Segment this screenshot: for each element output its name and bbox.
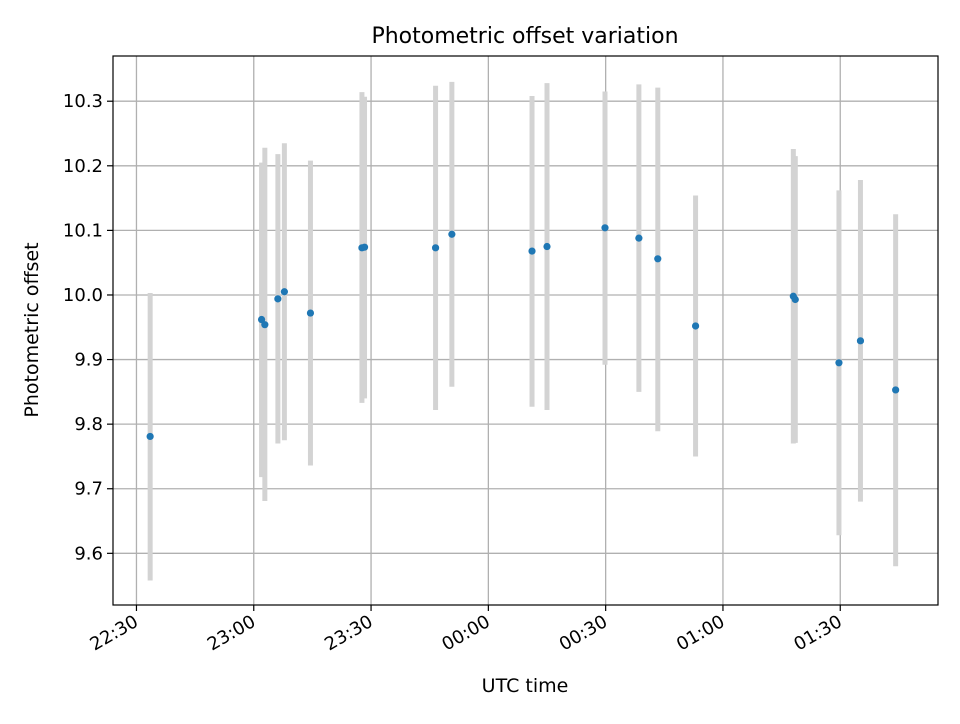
x-tick-label: 00:30: [556, 611, 611, 655]
data-point: [528, 247, 536, 255]
data-point: [654, 255, 662, 263]
chart-title: Photometric offset variation: [371, 24, 678, 49]
x-axis-ticks: 22:30 23:00 23:30 00:00 00:30 01:00 01:30: [87, 605, 846, 655]
y-tick-label: 10.2: [63, 156, 103, 177]
plot-frame: [112, 55, 939, 606]
y-tick-label: 10.0: [63, 285, 103, 306]
data-point: [691, 322, 700, 330]
grid: [113, 56, 938, 605]
data-point: [306, 309, 315, 317]
x-axis-label: UTC time: [482, 675, 569, 697]
y-tick-label: 9.6: [74, 543, 103, 564]
error-bars: [147, 81, 899, 581]
data-point: [892, 386, 900, 394]
x-tick-label: 23:00: [204, 611, 259, 655]
y-tick-label: 9.9: [74, 350, 103, 371]
data-point: [274, 295, 282, 303]
data-point: [835, 359, 843, 367]
y-axis-label: Photometric offset: [21, 242, 43, 417]
data-points: [146, 224, 900, 441]
x-tick-label: 00:00: [438, 611, 493, 655]
y-tick-label: 9.8: [74, 414, 103, 435]
data-point: [431, 244, 440, 252]
data-point: [856, 337, 865, 345]
y-tick-label: 10.1: [63, 220, 103, 241]
y-axis-ticks: 9.6 9.7 9.8 9.9 10.0 10.1 10.2 10.3: [63, 91, 113, 564]
data-point: [257, 315, 266, 324]
x-tick-label: 01:30: [790, 611, 845, 655]
y-tick-label: 9.7: [74, 479, 103, 500]
data-point: [280, 288, 288, 296]
data-point: [448, 230, 456, 238]
data-point: [146, 432, 154, 441]
x-tick-label: 22:30: [87, 611, 142, 655]
data-point: [261, 321, 269, 329]
x-tick-label: 23:30: [321, 611, 376, 655]
data-point: [635, 234, 643, 242]
y-tick-label: 10.3: [63, 91, 103, 112]
data-point: [601, 224, 609, 232]
data-point: [543, 242, 551, 251]
data-point: [360, 243, 369, 251]
data-point: [791, 295, 799, 304]
x-tick-label: 01:00: [673, 611, 728, 655]
